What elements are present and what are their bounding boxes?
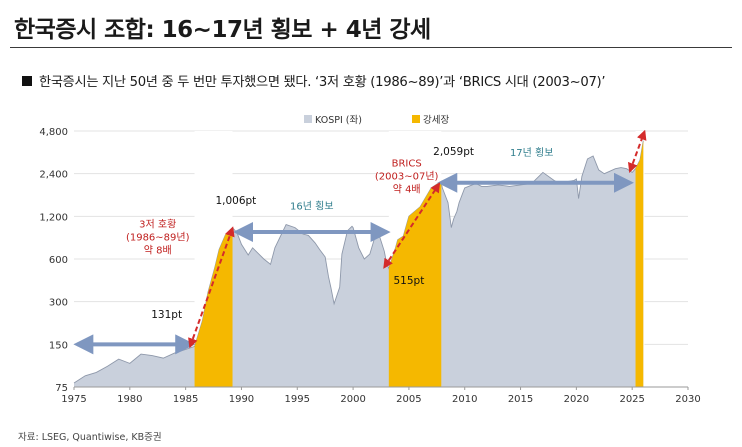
label-boom2-line: BRICS: [392, 158, 422, 169]
legend-swatch: [304, 115, 312, 123]
boom-arrow-3: [628, 129, 647, 174]
label-1006pt: 1,006pt: [215, 195, 256, 207]
x-tick-label: 1995: [285, 394, 310, 405]
page-title: 한국증시 조합: 16~17년 횡보 + 4년 강세: [14, 17, 431, 43]
x-tick-label: 1990: [229, 394, 254, 405]
y-tick-label: 150: [49, 340, 68, 351]
annotation-arrows: [73, 129, 647, 355]
x-tick-label: 2015: [508, 394, 533, 405]
x-tick-label: 1985: [173, 394, 198, 405]
y-tick-label: 1,200: [39, 212, 68, 223]
label-boom1-line: 3저 호황: [139, 219, 176, 231]
x-tick-label: 2030: [675, 394, 700, 405]
legend-swatch: [412, 115, 420, 123]
chart-subtitle: 한국증시는 지난 50년 중 두 번만 투자했으면 됐다. ‘3저 호황 (19…: [22, 71, 606, 90]
label-17yr-flat: 17년 횡보: [510, 147, 554, 159]
bull-market-bar: [635, 140, 644, 387]
label-16yr-flat: 16년 횡보: [290, 201, 334, 213]
y-tick-label: 4,800: [39, 127, 68, 138]
x-tick-label: 1980: [117, 394, 142, 405]
boom-arrow-1: [188, 226, 235, 349]
y-tick-label: 300: [49, 298, 68, 309]
label-boom1-line: (1986~89년): [126, 232, 190, 244]
chart-legend: KOSPI (좌) 강세장: [304, 115, 449, 126]
label-boom2-line: 약 4배: [393, 183, 421, 195]
x-tick-label: 1975: [61, 394, 86, 405]
source-note: 자료: LSEG, Quantiwise, KB증권: [18, 432, 162, 443]
label-boom2-line: (2003~07년): [375, 170, 439, 182]
x-tick-label: 2005: [396, 394, 421, 405]
x-tick-label: 2000: [340, 394, 365, 405]
legend-label: KOSPI (좌): [315, 115, 362, 126]
y-tick-label: 2,400: [39, 170, 68, 181]
x-tick-label: 2020: [564, 394, 589, 405]
subtitle-text: 한국증시는 지난 50년 중 두 번만 투자했으면 됐다. ‘3저 호황 (19…: [39, 75, 606, 90]
x-tick-label: 2010: [452, 394, 477, 405]
bullet-square-icon: [22, 76, 32, 86]
kospi-area-fill: [74, 140, 644, 387]
boom-arrow-2: [383, 182, 441, 269]
y-tick-label: 75: [55, 383, 68, 394]
axes: 75 150 300 600 1,200 2,400 4,800 1975 1980 1985 19…: [39, 127, 700, 405]
title-divider: [10, 47, 732, 48]
y-tick-label: 600: [49, 255, 68, 266]
annotation-labels: 131pt 1,006pt 515pt 2,059pt 16년 횡보 17년 횡보 3저 호…: [126, 146, 554, 321]
x-tick-label: 2025: [619, 394, 644, 405]
label-boom1-line: 약 8배: [144, 245, 172, 257]
label-131pt: 131pt: [151, 309, 182, 321]
label-515pt: 515pt: [393, 275, 424, 287]
label-2059pt: 2,059pt: [433, 146, 474, 158]
legend-label: 강세장: [423, 115, 449, 126]
